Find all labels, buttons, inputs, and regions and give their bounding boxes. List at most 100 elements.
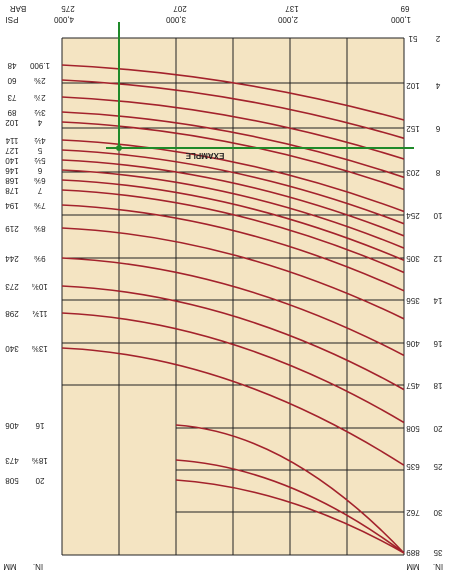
right-mm: 305 — [406, 254, 420, 263]
psi-value: 3,000 — [165, 15, 186, 24]
left-in: 9⅝ — [34, 254, 45, 263]
left-mm: 140 — [5, 156, 19, 165]
left-in: 5½ — [34, 156, 45, 165]
right-in: 18 — [433, 381, 442, 390]
left-in: 16 — [35, 421, 44, 430]
curve — [61, 257, 405, 357]
right-in: 12 — [433, 254, 442, 263]
left-in: 3½ — [34, 108, 45, 117]
right-in: 8 — [435, 168, 440, 177]
left-mm: 406 — [5, 421, 19, 430]
bar-value: 137 — [285, 4, 299, 13]
example-label: EXAMPLE — [185, 151, 224, 160]
curve — [61, 149, 405, 225]
bar-value: 69 — [400, 4, 409, 13]
right-in: 25 — [433, 462, 442, 471]
left-mm: 89 — [7, 108, 16, 117]
curve — [61, 159, 405, 237]
curve — [61, 96, 405, 160]
left-in: 13⅜ — [32, 344, 48, 353]
right-in: 6 — [435, 124, 440, 133]
right-mm: 457 — [406, 381, 420, 390]
right-in: 30 — [433, 508, 442, 517]
right-mm: 356 — [406, 296, 420, 305]
left-in: 1.900 — [29, 61, 50, 70]
right-in: 10 — [433, 211, 442, 220]
right-mm: 254 — [406, 211, 420, 220]
left-in: 6 — [37, 166, 42, 175]
right-mm: 203 — [406, 168, 420, 177]
left-mm: 298 — [5, 309, 19, 318]
psi-value: 2,000 — [277, 15, 298, 24]
left-in: 4 — [37, 118, 42, 127]
left-mm: 194 — [5, 201, 19, 210]
bar-value: 275 — [61, 4, 75, 13]
right-mm: 406 — [406, 339, 420, 348]
right-mm: 51 — [408, 34, 417, 43]
left-mm: 178 — [5, 186, 19, 195]
curve — [61, 111, 405, 179]
curve — [61, 121, 405, 191]
curve — [61, 79, 405, 140]
left-in: 7⅝ — [34, 201, 45, 210]
right-mm: 635 — [406, 462, 420, 471]
left-mm: 219 — [5, 224, 19, 233]
left-in: 11¾ — [32, 309, 47, 318]
left-mm: 273 — [5, 282, 19, 291]
curve — [61, 189, 405, 274]
curve — [175, 424, 405, 554]
left-in: 5 — [37, 146, 42, 155]
curves — [61, 64, 405, 554]
left-mm: 244 — [5, 254, 19, 263]
curve — [175, 479, 405, 554]
bar-label: BAR — [10, 4, 27, 13]
right-in: 4 — [435, 81, 440, 90]
left-mm: 168 — [5, 176, 19, 185]
left-in: 10¾ — [32, 282, 48, 291]
left-in: 4½ — [34, 136, 45, 145]
right-mm: 762 — [406, 508, 420, 517]
left-mm-label: MM — [3, 562, 17, 571]
right-in-label: IN. — [433, 562, 443, 571]
curve — [61, 285, 405, 391]
left-mm: 102 — [5, 118, 19, 127]
curve — [61, 204, 405, 292]
right-in: 2 — [435, 34, 440, 43]
left-in: 8⅝ — [34, 224, 45, 233]
right-mm-label: MM — [406, 562, 420, 571]
left-in-label: IN. — [33, 562, 43, 571]
psi-label: PSI — [6, 15, 19, 24]
example-point — [116, 145, 122, 151]
curve — [175, 459, 405, 554]
curve — [61, 169, 405, 249]
left-in: 2⅜ — [34, 76, 45, 85]
right-in: 35 — [433, 548, 442, 557]
left-mm: 114 — [5, 136, 18, 145]
left-in: 6⅝ — [34, 176, 45, 185]
bar-value: 207 — [173, 4, 187, 13]
left-mm: 60 — [7, 76, 16, 85]
curve — [61, 64, 405, 121]
curve — [61, 139, 405, 213]
left-mm: 127 — [5, 146, 19, 155]
left-in: 20 — [35, 476, 44, 485]
left-mm: 473 — [5, 456, 19, 465]
left-in: 18⅝ — [32, 456, 48, 465]
right-in: 14 — [433, 296, 442, 305]
right-mm: 508 — [406, 424, 420, 433]
right-in: 16 — [433, 339, 442, 348]
curve — [61, 347, 405, 466]
curve — [61, 312, 405, 424]
curve — [61, 179, 405, 262]
psi-value: 1,000 — [390, 15, 411, 24]
right-in: 20 — [433, 424, 442, 433]
right-mm: 102 — [406, 81, 420, 90]
left-mm: 48 — [7, 61, 16, 70]
left-mm: 340 — [5, 344, 19, 353]
left-mm: 508 — [5, 476, 19, 485]
left-mm: 146 — [5, 166, 19, 175]
left-in: 7 — [37, 186, 42, 195]
left-mm: 73 — [7, 93, 16, 102]
